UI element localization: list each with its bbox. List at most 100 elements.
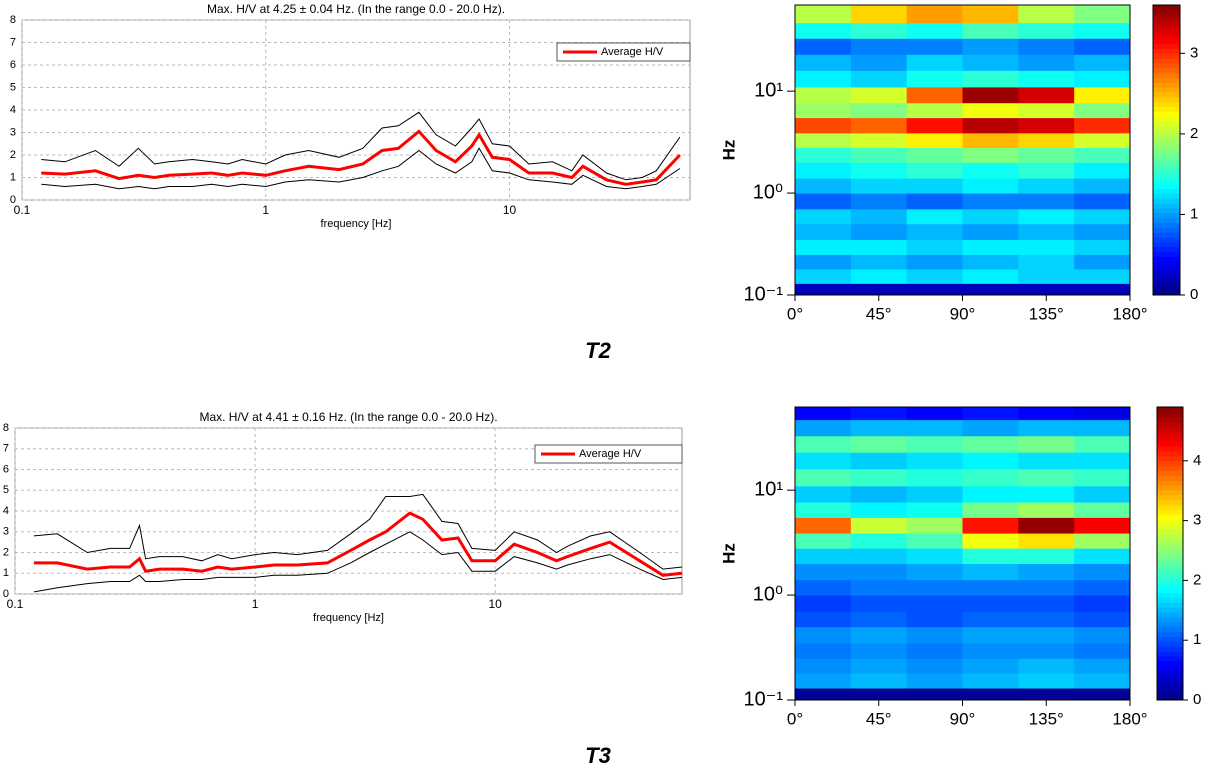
colorbar-step [1153, 261, 1180, 267]
heatmap-cell [850, 548, 908, 564]
colorbar-step [1153, 101, 1180, 107]
heatmap-cell [795, 579, 852, 596]
heatmap-cell [906, 435, 963, 453]
heatmap-cell [850, 22, 908, 39]
colorbar-step [1157, 675, 1183, 681]
heatmap-cell [1018, 22, 1075, 39]
heatmap-cell [1074, 38, 1131, 55]
heatmap-cell [795, 642, 852, 659]
colorbar-step [1157, 680, 1183, 686]
colorbar-step [1153, 67, 1180, 74]
heatmap-cell [962, 485, 1019, 503]
heatmap-cell [795, 468, 852, 487]
colorbar-step [1157, 558, 1183, 564]
colorbar-step [1157, 490, 1183, 496]
colorbar-step [1153, 280, 1180, 286]
y-tick-label: 0 [3, 588, 9, 600]
colorbar-step [1157, 685, 1183, 691]
heatmap-cell [962, 642, 1019, 659]
average-line [41, 129, 681, 186]
colorbar-step [1153, 135, 1180, 141]
colorbar-step [1157, 533, 1183, 540]
heatmap-cell [906, 86, 963, 104]
heatmap-cell [1074, 626, 1131, 644]
colorbar-step [1157, 480, 1183, 486]
heatmap-cell [795, 22, 852, 39]
heatmap-cell [906, 673, 963, 689]
y-tick-label: 6 [10, 59, 16, 71]
heatmap-cell [1018, 132, 1075, 148]
heatmap-cell [962, 162, 1019, 179]
heatmap-cell [795, 70, 852, 88]
heatmap-cell [906, 254, 963, 270]
colorbar-step [1153, 121, 1180, 127]
heatmap-cell [962, 132, 1019, 148]
colorbar-step [1153, 198, 1180, 204]
heatmap-cell [906, 239, 963, 255]
panel-caption: T2 [585, 338, 611, 363]
heatmap-cell [962, 70, 1019, 88]
colorbar-step [1157, 411, 1183, 418]
heatmap-cell [795, 502, 852, 518]
colorbar-step [1153, 193, 1180, 199]
colorbar-step [1153, 63, 1180, 69]
heatmap-cell [962, 688, 1019, 701]
heatmap-cell [850, 642, 908, 659]
heatmap-cell [795, 673, 852, 689]
colorbar-step [1157, 636, 1183, 642]
heatmap-cell [850, 419, 908, 437]
heatmap-cell [795, 407, 852, 421]
colorbar-step [1153, 183, 1180, 190]
heatmap-cell [1074, 452, 1131, 470]
heatmap-cell [795, 132, 852, 148]
x-tick-label: 0.1 [14, 203, 31, 217]
colorbar-step [1153, 241, 1180, 248]
heatmap-cell [1018, 86, 1075, 104]
colorbar-step [1157, 602, 1183, 608]
colorbar-tick-label: 1 [1190, 205, 1198, 222]
heatmap-cell [1074, 435, 1131, 453]
colorbar-step [1157, 538, 1183, 545]
heatmap-cell [850, 193, 908, 210]
legend-label: Average H/V [601, 46, 664, 58]
heatmap-cell [1074, 178, 1131, 194]
x-tick-label: 10 [503, 203, 517, 217]
heatmap-cell [906, 626, 963, 644]
heatmap-cell [906, 283, 963, 296]
colorbar-step [1157, 460, 1183, 467]
heatmap-cell [962, 468, 1019, 487]
colorbar-tick-label: 1 [1193, 631, 1201, 648]
x-tick-label: 180° [1112, 304, 1147, 323]
heatmap-cell [906, 579, 963, 596]
heatmap-cell [850, 283, 908, 296]
legend-box [534, 444, 683, 464]
heatmap-cell [850, 70, 908, 88]
colorbar-step [1157, 485, 1183, 491]
heatmap-cell [1074, 223, 1131, 241]
colorbar-step [1153, 164, 1180, 170]
heatmap-cell [1018, 435, 1075, 453]
heatmap-cell [1018, 468, 1075, 487]
heatmap-cell [906, 70, 963, 88]
colorbar-step [1153, 179, 1180, 185]
legend-label: Average H/V [579, 448, 642, 460]
colorbar-step [1157, 509, 1183, 515]
heatmap-cell [962, 38, 1019, 55]
heatmap-cell [850, 38, 908, 55]
x-tick-label: 10 [488, 597, 502, 611]
heatmap-cell [850, 658, 908, 674]
colorbar-step [1157, 612, 1183, 618]
heatmap-cell [1074, 162, 1131, 179]
heatmap-cell [962, 102, 1019, 119]
heatmap-cell [962, 54, 1019, 71]
heatmap-cell [1074, 102, 1131, 119]
heatmap-cell [1018, 658, 1075, 674]
heatmap-cell [795, 533, 852, 549]
colorbar-step [1153, 92, 1180, 98]
x-axis-label: frequency [Hz] [321, 218, 392, 230]
heatmap-cell [1018, 283, 1075, 296]
heatmap-cell [962, 533, 1019, 549]
colorbar-step [1157, 646, 1183, 652]
colorbar-step [1157, 431, 1183, 437]
